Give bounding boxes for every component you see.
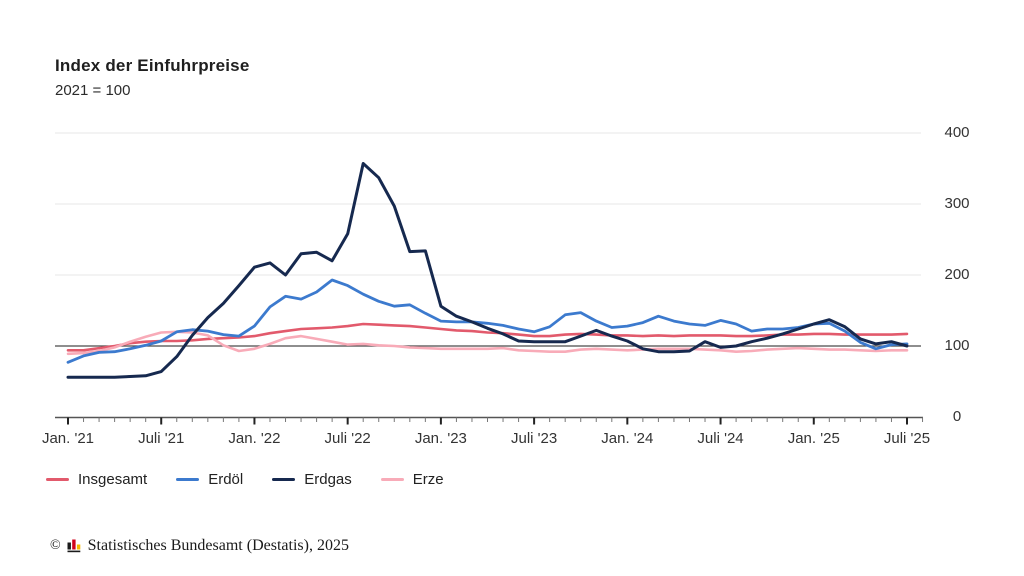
source-footer: © Statistisches Bundesamt (Destatis), 20… xyxy=(50,537,349,555)
legend-swatch-erdgas xyxy=(272,477,296,482)
y-axis-label-100: 100 xyxy=(944,337,970,354)
legend-item-erze[interactable]: Erze xyxy=(380,471,444,488)
x-axis-label-9: Jan. '25 xyxy=(787,430,840,447)
legend-label-erdgas: Erdgas xyxy=(304,471,352,488)
x-axis-label-1: Jan. '21 xyxy=(41,430,95,447)
y-axis-label-200: 200 xyxy=(944,266,970,283)
x-axis-label-2: Juli '21 xyxy=(138,430,185,447)
legend-swatch-erze xyxy=(380,477,404,482)
legend-label-insgesamt: Insgesamt xyxy=(78,471,148,488)
legend-item-erdoel[interactable]: Erdöl xyxy=(176,471,243,488)
legend-label-erdoel: Erdöl xyxy=(208,471,244,488)
destatis-logo-icon xyxy=(67,539,80,552)
y-axis-label-0: 0 xyxy=(952,408,962,425)
legend-item-erdgas[interactable]: Erdgas xyxy=(272,471,352,488)
series-line-erdgas xyxy=(66,162,909,379)
x-axis-label-7: Jan. '24 xyxy=(601,430,654,447)
series-line-insgesamt xyxy=(66,322,909,352)
gridlines xyxy=(55,132,921,276)
source-text: Statistisches Bundesamt (Destatis), 2025 xyxy=(87,537,349,554)
x-axis-label-5: Jan. '23 xyxy=(414,430,467,447)
y-axis-label-400: 400 xyxy=(944,124,970,141)
legend-label-erze: Erze xyxy=(412,471,444,488)
legend-swatch-erdoel xyxy=(176,477,200,482)
series-line-erze xyxy=(66,330,909,356)
x-axis-label-6: Juli '23 xyxy=(510,430,558,447)
x-axis-label-10: Juli '25 xyxy=(883,430,931,447)
x-axis-label-4: Juli '22 xyxy=(324,430,371,447)
y-axis-label-300: 300 xyxy=(944,195,970,212)
legend-item-insgesamt[interactable]: Insgesamt xyxy=(46,471,147,488)
chart-title: Index der Einfuhrpreise xyxy=(55,56,250,75)
legend: Insgesamt Erdöl Erdgas Erze xyxy=(46,471,444,488)
x-axis-ticks xyxy=(67,417,924,425)
x-axis-label-3: Jan. '22 xyxy=(228,430,281,447)
series-line-erdoel xyxy=(66,278,909,364)
series-lines xyxy=(66,162,909,379)
copyright-symbol: © xyxy=(50,538,61,553)
chart-subtitle: 2021 = 100 xyxy=(55,82,131,99)
legend-swatch-insgesamt xyxy=(46,477,69,482)
x-axis-label-8: Juli '24 xyxy=(697,430,744,447)
